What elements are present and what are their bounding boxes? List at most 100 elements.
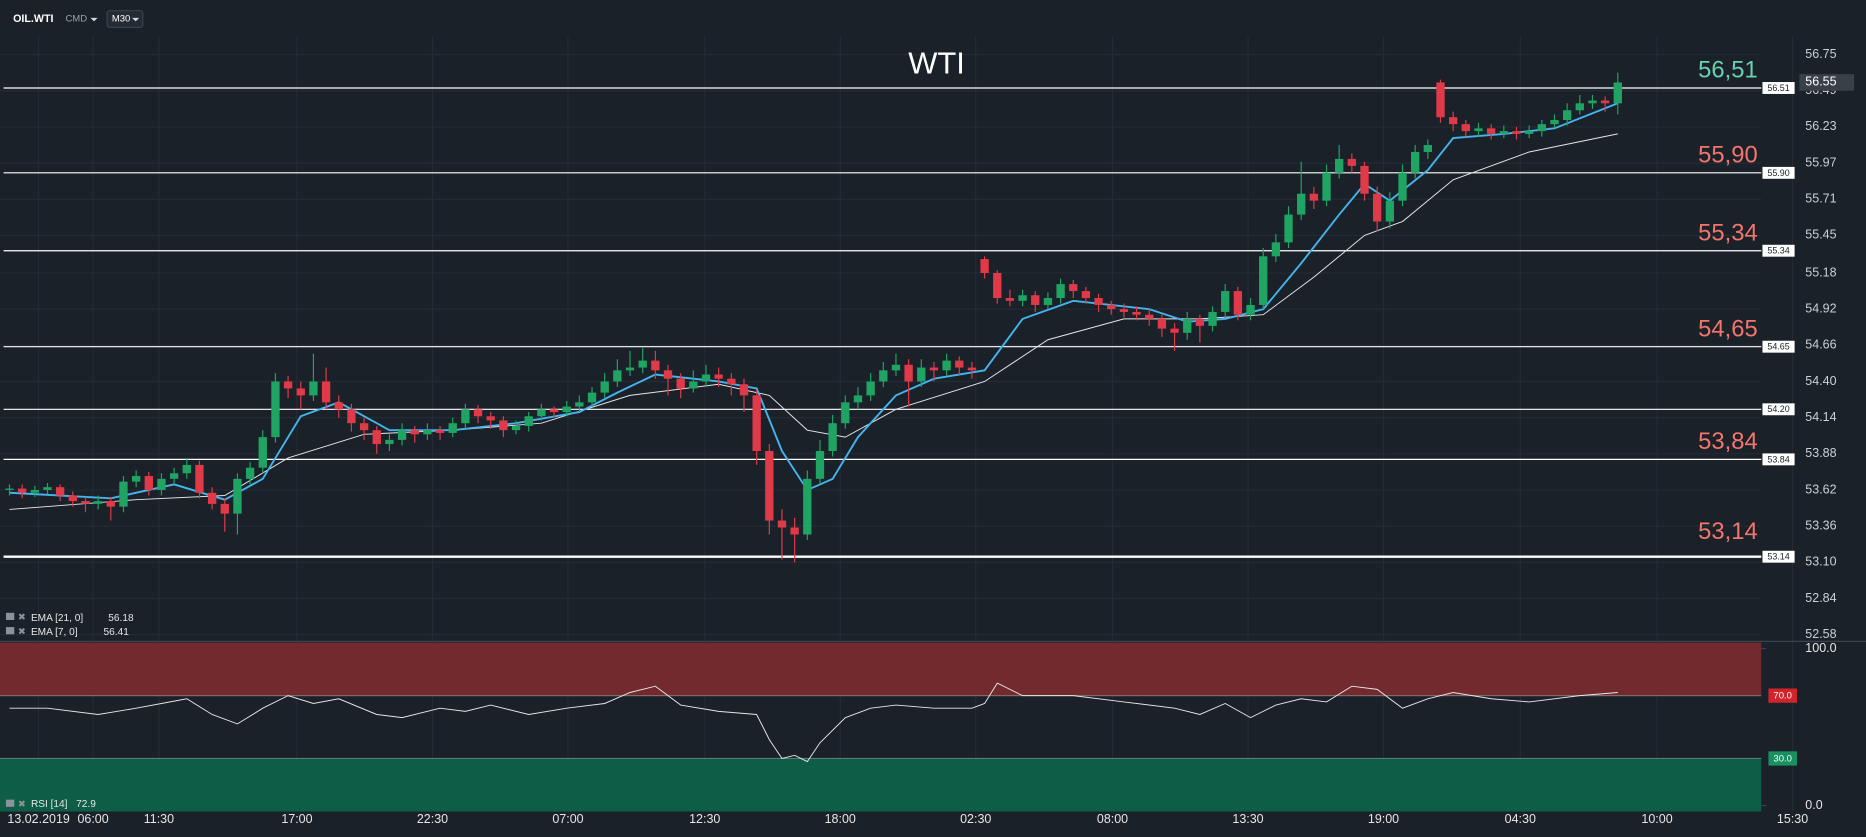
level-box [1762, 403, 1795, 416]
rsi-line [9, 682, 1618, 763]
y-tick-label: 56.75 [1805, 47, 1836, 61]
candle-body [1208, 311, 1217, 326]
dropdown-icon[interactable] [90, 17, 98, 22]
level-box-label: 56.51 [1767, 83, 1789, 93]
y-tick-label: 52.58 [1805, 627, 1836, 641]
candle-body [309, 381, 318, 396]
candle-body [1322, 172, 1331, 201]
candle-body [1436, 82, 1445, 118]
candle-body [663, 370, 673, 379]
rsi-band [0, 758, 1762, 812]
candle-body [638, 360, 647, 368]
candle-body [1284, 214, 1293, 243]
candle-body [359, 423, 369, 431]
timeframe[interactable]: M30 [112, 14, 130, 25]
legend-icon[interactable]: ✖ [18, 799, 26, 810]
candle-body [980, 259, 989, 273]
rsi-tick-box [1768, 688, 1797, 703]
candle-body [258, 437, 267, 468]
candle-body [1309, 193, 1319, 201]
x-tick-label: 13:30 [1232, 812, 1263, 826]
market[interactable]: CMD [65, 14, 87, 25]
x-tick-label: 18:00 [825, 812, 856, 826]
candle-body [55, 487, 65, 496]
rsi-name: RSI [14] [31, 799, 68, 810]
level-label: 55,90 [1698, 141, 1758, 168]
candle-body [1423, 145, 1433, 152]
candle-body [1145, 314, 1154, 319]
candle-body [689, 381, 698, 389]
candle-body [106, 501, 115, 507]
y-tick-label: 53.10 [1805, 555, 1836, 569]
candle-body [435, 430, 445, 433]
level-label: 55,34 [1698, 219, 1758, 246]
candle-body [1056, 284, 1065, 299]
candle-body [537, 409, 546, 417]
legend-icon[interactable] [5, 627, 15, 635]
x-tick-label: 10:00 [1641, 812, 1672, 826]
candle-body [68, 495, 77, 502]
legend-value: 56.41 [104, 627, 130, 638]
legend-icon[interactable]: ✖ [18, 626, 26, 637]
candle-body [1259, 256, 1268, 305]
candle-body [853, 395, 863, 403]
x-tick-label: 07:00 [552, 812, 583, 826]
level-box-label: 55.90 [1767, 168, 1789, 178]
candle-body [815, 451, 825, 479]
candle-body [182, 464, 191, 474]
candle-body [955, 360, 964, 368]
candle-body [1335, 158, 1344, 173]
candle-body [1385, 200, 1395, 222]
level-label: 56,51 [1698, 57, 1758, 84]
candle-body [245, 467, 255, 479]
level-label: 53,84 [1698, 428, 1758, 455]
rsi-tick-box [1768, 751, 1797, 766]
candle-body [321, 381, 331, 403]
levels: 56.51 56,51 55.90 55,90 55.34 55,34 54.65 54,65… [3, 57, 1795, 563]
rsi-tick-label: 100.0 [1805, 641, 1836, 655]
candle-body [195, 464, 204, 493]
x-tick-label: 13.02.2019 [7, 812, 70, 826]
y-tick-label: 55.97 [1805, 155, 1836, 169]
candle-body [410, 430, 419, 435]
candle-body [625, 367, 635, 371]
candle-body [1575, 103, 1584, 111]
legend-icon[interactable] [5, 799, 15, 807]
price-pane [5, 72, 1622, 563]
candle-body [613, 370, 622, 382]
candle-body [600, 381, 609, 393]
rsi-tick-label: 70.0 [1773, 691, 1792, 702]
candle-body [1613, 82, 1622, 104]
symbol[interactable]: OIL.WTI [13, 13, 53, 25]
candle-body [1499, 131, 1508, 134]
candle-body [879, 370, 888, 382]
candle-body [1132, 311, 1141, 315]
candle-body [587, 392, 597, 403]
legend-icon[interactable] [5, 612, 15, 620]
candle-body [233, 478, 242, 514]
candle-body [1094, 298, 1103, 305]
legend-icon[interactable]: ✖ [18, 612, 26, 623]
candle-body [372, 430, 381, 445]
candle-body [5, 488, 14, 490]
level-label: 53,14 [1698, 518, 1758, 545]
candle-body [1411, 151, 1420, 173]
y-tick-label: 52.84 [1805, 591, 1836, 605]
candle-body [1486, 128, 1496, 134]
dropdown-icon[interactable] [132, 17, 140, 22]
candle-body [283, 381, 293, 389]
x-tick-label: 17:00 [281, 812, 312, 826]
candle-body [1183, 318, 1192, 333]
x-tick-label: 19:00 [1368, 812, 1399, 826]
candle-body [562, 406, 571, 413]
candle-body [486, 416, 495, 421]
candle-body [385, 439, 394, 445]
candle-body [220, 503, 229, 514]
timeframe-box[interactable] [106, 10, 144, 28]
y-tick-label: 54.66 [1805, 338, 1836, 352]
candle-body [1043, 298, 1053, 305]
y-tick-label: 55.71 [1805, 192, 1836, 206]
candle-body [1562, 110, 1572, 120]
level-box-label: 54.20 [1767, 404, 1789, 414]
candle-body [347, 409, 356, 424]
